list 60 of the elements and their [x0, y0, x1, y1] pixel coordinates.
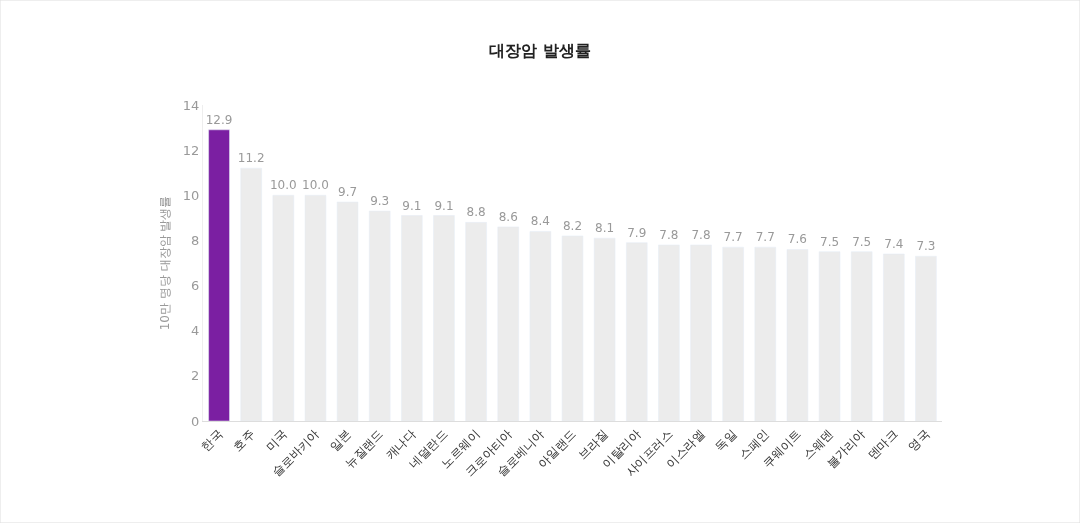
- data-label: 7.7: [723, 230, 743, 245]
- bar: [561, 235, 584, 421]
- y-tick-label: 2: [191, 368, 200, 384]
- bar: [658, 244, 680, 421]
- y-tick-label: 6: [191, 278, 200, 294]
- y-tick-label: 10: [182, 187, 200, 203]
- bar: [272, 195, 295, 421]
- bar: [593, 237, 616, 421]
- x-tick-label: 호주: [230, 426, 258, 454]
- bar: [915, 255, 937, 421]
- bar: [722, 246, 744, 421]
- data-label: 8.2: [562, 218, 583, 233]
- data-label: 8.6: [498, 209, 518, 224]
- data-label: 7.7: [755, 230, 775, 245]
- bar: [336, 201, 359, 421]
- y-tick-label: 4: [191, 323, 200, 339]
- bar: [497, 226, 519, 421]
- y-tick-label: 0: [191, 413, 200, 429]
- data-label: 7.5: [820, 234, 840, 249]
- bar: [433, 215, 455, 421]
- y-tick-label: 14: [182, 97, 200, 113]
- data-label: 9.3: [370, 194, 390, 209]
- data-label: 8.1: [595, 221, 615, 236]
- data-label: 9.1: [402, 198, 422, 213]
- data-label: 7.8: [691, 227, 711, 242]
- bar: [818, 251, 841, 421]
- data-label: 7.5: [852, 234, 872, 249]
- bar: [690, 244, 712, 421]
- y-tick-label: 12: [182, 142, 200, 158]
- data-label: 12.9: [205, 112, 233, 127]
- data-label: 10.0: [269, 178, 297, 193]
- y-tick-label: 8: [191, 232, 200, 248]
- y-axis-title: 10만 명당 대장암 발생률: [158, 195, 173, 331]
- bar: [304, 195, 327, 421]
- bar: [240, 167, 262, 421]
- bar: [465, 222, 487, 421]
- bar: [754, 246, 776, 421]
- data-label: 7.4: [884, 236, 904, 251]
- data-label: 7.3: [916, 239, 936, 254]
- data-label: 9.1: [434, 198, 454, 213]
- bar: [626, 242, 648, 421]
- data-label: 10.0: [302, 178, 329, 193]
- data-label: 9.7: [338, 185, 358, 200]
- data-label: 8.8: [466, 205, 486, 220]
- x-tick-label: 독일: [712, 426, 740, 454]
- bar: [401, 215, 423, 421]
- chart-title: 대장암 발생률: [489, 40, 591, 60]
- x-tick-label: 영국: [905, 426, 933, 454]
- bar: [529, 231, 552, 421]
- data-label: 7.6: [787, 232, 807, 247]
- data-label: 11.2: [237, 151, 265, 166]
- bar: [786, 249, 809, 421]
- bar: [883, 253, 905, 421]
- data-label: 7.9: [627, 225, 647, 240]
- bar: [208, 129, 230, 421]
- x-tick-label: 한국: [198, 426, 226, 454]
- data-label: 8.4: [530, 214, 550, 229]
- data-label: 7.8: [659, 227, 679, 242]
- bar: [850, 251, 873, 421]
- bar: [369, 210, 391, 421]
